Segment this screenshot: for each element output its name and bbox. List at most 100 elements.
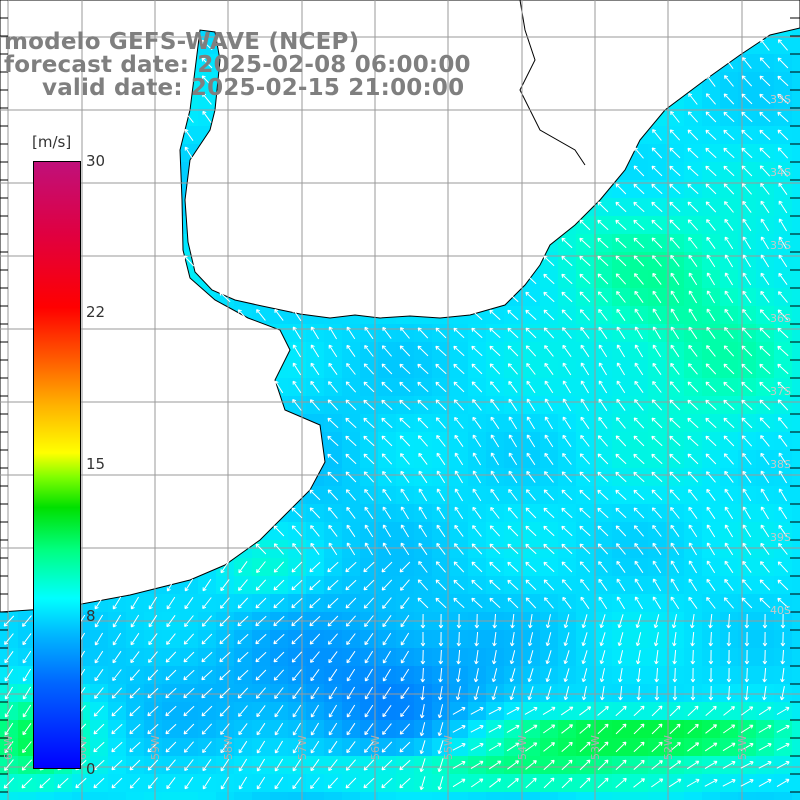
latitude-label: 36S	[770, 312, 791, 325]
wind-speed-cell	[792, 90, 800, 109]
longitude-label: 55W	[442, 735, 455, 760]
wind-speed-cell	[0, 792, 19, 800]
colorbar-tick-15: 15	[86, 455, 106, 473]
wind-speed-cell	[18, 792, 37, 800]
wind-speed-cell	[792, 396, 800, 415]
longitude-label: 51W	[736, 735, 749, 760]
latitude-label: 37S	[770, 385, 791, 398]
wind-speed-cell	[612, 792, 631, 800]
wind-speed-cell	[702, 792, 721, 800]
model-title: modelo GEFS-WAVE (NCEP)	[4, 29, 360, 55]
wind-speed-cell	[126, 792, 145, 800]
wind-speed-cell	[792, 774, 800, 793]
latitude-label: 34S	[770, 166, 791, 179]
wind-speed-cell	[792, 630, 800, 649]
longitude-label: 57W	[296, 735, 309, 760]
wind-speed-cell	[792, 162, 800, 181]
wind-speed-cell	[792, 216, 800, 235]
wind-speed-cell	[306, 792, 325, 800]
wind-speed-cell	[540, 792, 559, 800]
wind-speed-cell	[90, 792, 109, 800]
wind-speed-cell	[792, 720, 800, 739]
wind-speed-cell	[792, 684, 800, 703]
wind-speed-cell	[792, 504, 800, 523]
wind-speed-cell	[684, 792, 703, 800]
latitude-label: 39S	[770, 531, 791, 544]
latitude-label: 35S	[770, 239, 791, 252]
wind-speed-cell	[324, 792, 343, 800]
wind-speed-cell	[774, 792, 793, 800]
longitude-label: 59W	[149, 735, 162, 760]
wind-speed-cell	[792, 432, 800, 451]
wind-speed-cell	[792, 558, 800, 577]
wind-speed-cell	[594, 792, 613, 800]
longitude-label: 61W	[2, 735, 15, 760]
longitude-label: 56W	[369, 735, 382, 760]
wind-speed-cell	[792, 252, 800, 271]
wind-speed-cell	[558, 792, 577, 800]
wind-speed-cell	[252, 792, 271, 800]
wind-speed-cell	[792, 144, 800, 163]
wind-speed-cell	[792, 108, 800, 127]
wind-speed-cell	[180, 792, 199, 800]
valid-date: valid date: 2025-02-15 21:00:00	[42, 75, 465, 101]
wind-speed-cell	[630, 792, 649, 800]
wind-speed-cell	[792, 666, 800, 685]
wind-speed-cell	[108, 792, 127, 800]
colorbar-tick-22: 22	[86, 303, 106, 321]
longitude-label: 52W	[662, 735, 675, 760]
longitude-label: 54W	[516, 735, 529, 760]
wind-speed-cell	[522, 792, 541, 800]
wind-speed-cell	[342, 792, 361, 800]
wind-speed-cell	[792, 72, 800, 91]
wind-speed-cell	[468, 792, 487, 800]
wind-speed-cell	[792, 378, 800, 397]
wind-speed-cell	[576, 792, 595, 800]
colorbar	[33, 161, 81, 769]
wind-speed-cell	[234, 792, 253, 800]
wind-speed-cell	[792, 198, 800, 217]
wind-speed-cell	[36, 792, 55, 800]
wind-speed-cell	[288, 792, 307, 800]
wind-speed-cell	[792, 648, 800, 667]
wind-speed-cell	[144, 792, 163, 800]
wind-speed-cell	[792, 306, 800, 325]
colorbar-unit: [m/s]	[32, 133, 72, 151]
forecast-date: forecast date: 2025-02-08 06:00:00	[4, 52, 471, 78]
wind-speed-cell	[792, 594, 800, 613]
wind-speed-cell	[270, 792, 289, 800]
wind-speed-cell	[648, 792, 667, 800]
wind-speed-cell	[378, 792, 397, 800]
longitude-label: 53W	[589, 735, 602, 760]
wind-speed-cell	[72, 792, 91, 800]
wind-speed-cell	[486, 792, 505, 800]
wind-speed-cell	[450, 792, 469, 800]
wind-speed-cell	[414, 792, 433, 800]
wind-speed-cell	[792, 450, 800, 469]
latitude-label: 38S	[770, 458, 791, 471]
wind-speed-cell	[666, 792, 685, 800]
wind-speed-cell	[792, 522, 800, 541]
wind-speed-cell	[792, 270, 800, 289]
wind-speed-cell	[792, 324, 800, 343]
wind-speed-cell	[792, 126, 800, 145]
wind-speed-cell	[792, 702, 800, 721]
latitude-label: 33S	[770, 93, 791, 106]
wind-speed-cell	[792, 234, 800, 253]
wind-speed-cell	[792, 342, 800, 361]
wind-speed-cell	[720, 792, 739, 800]
wind-speed-cell	[792, 414, 800, 433]
wind-speed-cell	[792, 738, 800, 757]
wind-speed-cell	[792, 54, 800, 73]
wind-speed-cell	[792, 792, 800, 800]
wind-speed-cell	[738, 792, 757, 800]
wind-speed-cell	[162, 792, 181, 800]
wind-speed-cell	[792, 180, 800, 199]
wind-speed-cell	[792, 576, 800, 595]
wind-speed-cell	[54, 792, 73, 800]
wind-speed-cell	[756, 792, 775, 800]
colorbar-tick-0: 0	[86, 760, 96, 778]
wind-speed-cell	[792, 540, 800, 559]
wind-speed-cell	[396, 792, 415, 800]
